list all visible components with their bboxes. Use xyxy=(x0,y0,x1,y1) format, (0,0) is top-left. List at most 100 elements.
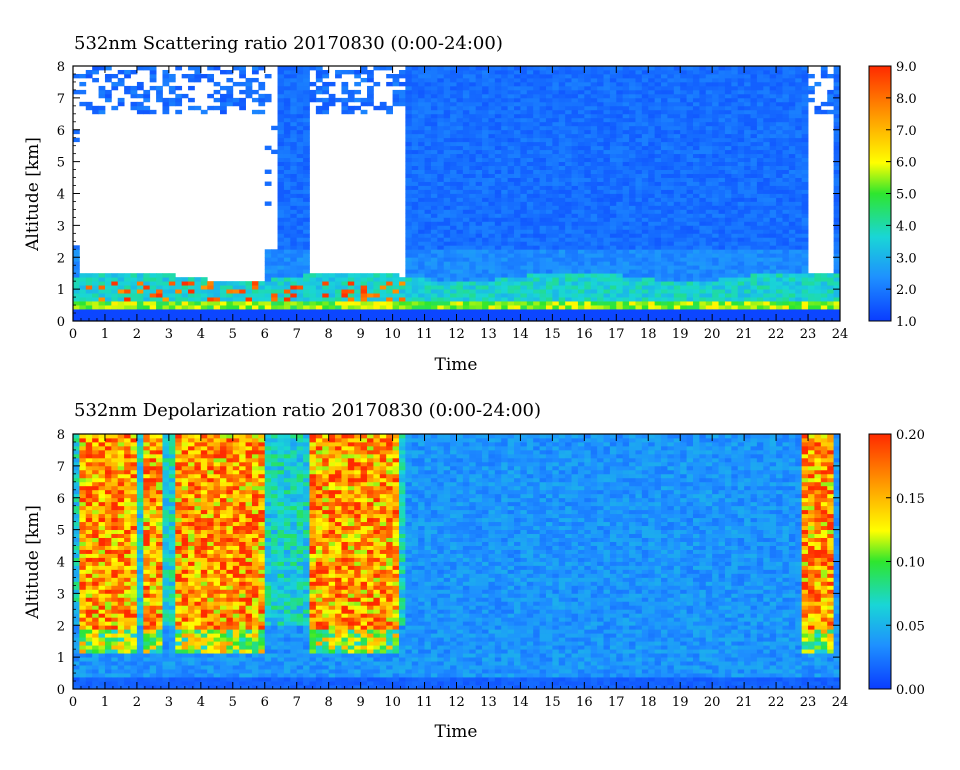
heatmap-cell xyxy=(501,149,509,155)
heatmap-cell xyxy=(590,289,598,294)
heatmap-cell xyxy=(635,66,643,71)
heatmap-cell xyxy=(526,93,534,99)
heatmap-cell xyxy=(405,309,413,314)
heatmap-cell xyxy=(277,125,285,131)
heatmap-cell xyxy=(283,253,291,258)
heatmap-cell xyxy=(558,77,566,83)
heatmap-cell xyxy=(200,313,208,318)
heatmap-cell xyxy=(641,85,649,91)
heatmap-cell xyxy=(456,225,464,230)
heatmap-cell xyxy=(584,293,592,298)
heatmap-cell xyxy=(437,257,445,262)
heatmap-cell xyxy=(424,113,432,119)
heatmap-cell xyxy=(283,137,291,143)
heatmap-cell xyxy=(603,241,611,246)
heatmap-cell xyxy=(181,309,189,314)
heatmap-cell xyxy=(315,69,323,75)
heatmap-cell xyxy=(731,157,739,163)
chart-title: 532nm Scattering ratio 20170830 (0:00-24… xyxy=(74,33,503,54)
heatmap-cell xyxy=(776,197,783,202)
heatmap-cell xyxy=(418,117,425,123)
heatmap-cell xyxy=(507,313,515,318)
heatmap-cell xyxy=(705,249,713,254)
heatmap-cell xyxy=(514,217,521,222)
heatmap-cell xyxy=(283,273,291,278)
heatmap-cell xyxy=(731,109,739,115)
heatmap-cell xyxy=(680,173,687,178)
heatmap-cell xyxy=(111,273,119,278)
heatmap-cell xyxy=(456,81,464,87)
heatmap-cell xyxy=(756,253,764,258)
heatmap-cell xyxy=(731,165,739,170)
heatmap-cell xyxy=(756,125,764,131)
heatmap-cell xyxy=(648,125,656,131)
heatmap-cell xyxy=(756,109,764,115)
heatmap-cell xyxy=(724,293,732,298)
heatmap-cell xyxy=(213,309,221,314)
heatmap-cell xyxy=(520,273,528,278)
heatmap-cell xyxy=(405,125,413,131)
heatmap-cell xyxy=(622,165,630,170)
heatmap-cell xyxy=(763,205,771,210)
heatmap-cell xyxy=(750,237,758,242)
heatmap-cell xyxy=(686,273,694,278)
heatmap-cell xyxy=(469,161,477,167)
heatmap-cell xyxy=(514,253,521,258)
heatmap-cell xyxy=(558,129,566,135)
heatmap-cell xyxy=(699,129,707,135)
heatmap-cell xyxy=(271,149,278,155)
heatmap-cell xyxy=(424,93,432,99)
heatmap-cell xyxy=(577,185,585,190)
heatmap-cell xyxy=(718,73,726,79)
heatmap-cell xyxy=(712,305,719,310)
heatmap-cell xyxy=(661,73,668,79)
heatmap-cell xyxy=(475,121,483,127)
heatmap-cell xyxy=(776,185,783,190)
heatmap-cell xyxy=(731,169,739,174)
heatmap-cell xyxy=(328,305,336,310)
heatmap-cell xyxy=(469,293,477,298)
heatmap-cell xyxy=(533,257,540,262)
heatmap-cell xyxy=(296,313,304,318)
heatmap-cell xyxy=(156,309,163,314)
heatmap-cell xyxy=(149,281,157,286)
heatmap-cell xyxy=(584,225,592,230)
heatmap-cell xyxy=(418,261,425,266)
heatmap-cell xyxy=(507,89,515,95)
heatmap-cell xyxy=(264,289,272,294)
heatmap-cell xyxy=(724,221,732,226)
heatmap-cell xyxy=(303,289,310,294)
heatmap-cell xyxy=(462,257,470,262)
heatmap-cell xyxy=(590,241,598,246)
heatmap-cell xyxy=(661,97,668,103)
heatmap-cell xyxy=(520,85,528,91)
heatmap-cell xyxy=(756,241,764,246)
heatmap-cell xyxy=(392,305,400,310)
heatmap-cell xyxy=(692,257,700,262)
heatmap-cell xyxy=(545,217,553,222)
heatmap-cell xyxy=(443,93,451,99)
heatmap-cell xyxy=(430,181,438,186)
heatmap-cell xyxy=(162,277,170,282)
heatmap-cell xyxy=(450,137,457,143)
heatmap-cell xyxy=(641,73,649,79)
heatmap-cell xyxy=(392,313,400,318)
heatmap-cell xyxy=(475,165,483,170)
heatmap-cell xyxy=(629,221,636,226)
heatmap-cell xyxy=(456,237,464,242)
heatmap-cell xyxy=(514,209,521,214)
heatmap-cell xyxy=(629,141,636,147)
heatmap-cell xyxy=(309,297,317,302)
heatmap-cell xyxy=(341,89,349,95)
heatmap-cell xyxy=(750,185,758,190)
heatmap-cell xyxy=(712,133,719,139)
heatmap-cell xyxy=(322,277,330,282)
heatmap-cell xyxy=(341,97,349,103)
heatmap-cell xyxy=(597,117,604,123)
heatmap-cell xyxy=(616,217,624,222)
heatmap-cell xyxy=(641,213,649,218)
heatmap-cell xyxy=(181,73,189,79)
heatmap-cell xyxy=(264,269,272,274)
heatmap-cell xyxy=(597,293,604,298)
heatmap-cell xyxy=(629,281,636,286)
